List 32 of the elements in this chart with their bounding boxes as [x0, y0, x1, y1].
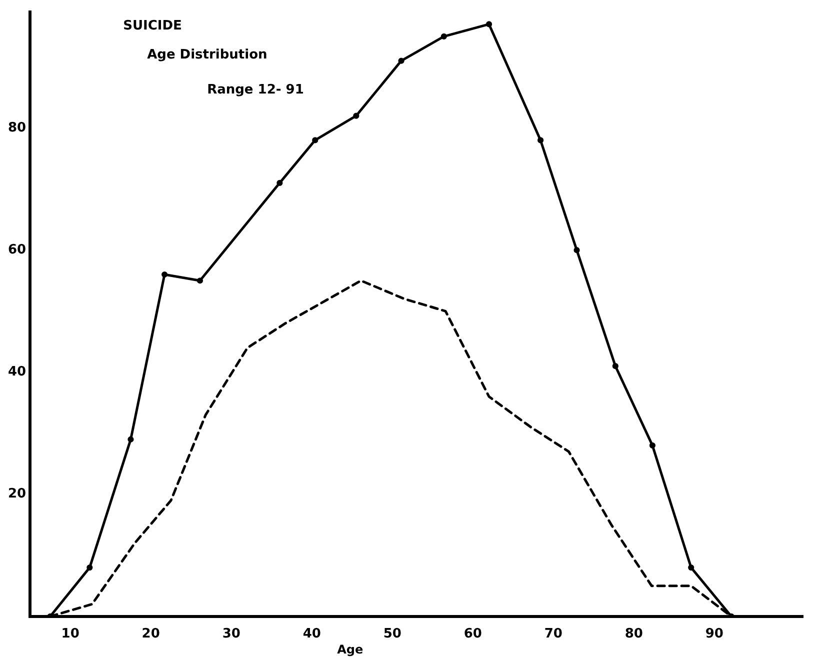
point: [312, 137, 318, 144]
point: [276, 180, 283, 186]
x-tick-label: 80: [624, 626, 643, 642]
point: [353, 112, 360, 119]
x-tick-label: 30: [222, 626, 240, 642]
point: [196, 278, 204, 284]
point: [537, 137, 544, 144]
x-tick-label: 90: [705, 626, 724, 642]
y-tick-label: 60: [8, 242, 26, 258]
point: [86, 564, 93, 571]
point: [161, 271, 168, 278]
x-axis-title: Age: [337, 642, 364, 657]
x-tick-label: 50: [383, 626, 402, 642]
x-tick-label: 60: [464, 626, 482, 642]
point: [128, 436, 134, 442]
point: [612, 363, 618, 370]
text: Age Distribution: [147, 47, 268, 62]
x-tick-label: 20: [142, 626, 160, 642]
annotation: Range 12- 91: [207, 82, 304, 98]
point: [440, 33, 447, 40]
x-tick-label: 10: [61, 626, 80, 642]
y-tick-label: 20: [8, 486, 26, 502]
point: [486, 21, 492, 28]
point: [649, 442, 656, 449]
point: [688, 564, 694, 571]
text: SUICIDE: [123, 18, 182, 34]
point: [398, 58, 404, 64]
y-tick-label: 80: [8, 120, 26, 136]
point: [574, 247, 580, 254]
y-tick-label: 40: [8, 364, 26, 380]
x-tick-label: 40: [302, 626, 321, 642]
x-tick-label: 70: [544, 626, 562, 642]
